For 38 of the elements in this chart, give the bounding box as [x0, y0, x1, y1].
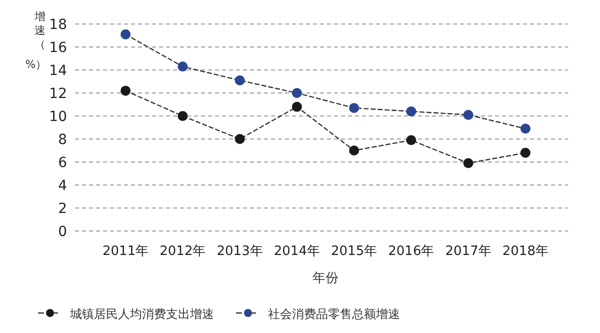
point — [292, 102, 302, 112]
x-tick-label: 2013年 — [216, 244, 263, 259]
point — [520, 124, 530, 134]
y-tick-label: 16 — [49, 40, 68, 56]
y-tick-label: 12 — [49, 86, 67, 102]
x-tick-label: 2015年 — [331, 244, 378, 259]
legend-label: 社会消费品零售总额增速 — [268, 307, 400, 321]
x-tick-label: 2017年 — [445, 244, 492, 259]
point — [406, 135, 416, 146]
y-tick-label: 18 — [49, 17, 67, 33]
legend-label: 城镇居民人均消费支出增速 — [69, 307, 214, 321]
y-tick-label: 10 — [49, 109, 67, 125]
y-tick-label: 2 — [58, 201, 67, 217]
point — [178, 111, 188, 121]
point — [349, 146, 360, 156]
y-tick-label: 14 — [49, 63, 68, 79]
point — [178, 62, 188, 72]
point — [234, 75, 245, 86]
y-tick-label: 6 — [58, 155, 68, 171]
point — [406, 106, 416, 116]
x-tick-label: 2012年 — [160, 244, 206, 259]
point — [520, 148, 530, 158]
point — [292, 88, 302, 98]
point — [234, 134, 245, 144]
y-axis-title: 增速（%） — [25, 10, 47, 71]
x-tick-label: 2016年 — [388, 244, 434, 259]
x-tick-label: 2018年 — [502, 244, 548, 259]
point — [349, 102, 360, 113]
point — [463, 110, 474, 120]
y-tick-label: 0 — [58, 224, 67, 240]
point — [120, 29, 131, 40]
x-tick-label: 2011年 — [102, 244, 149, 259]
y-tick-label: 4 — [58, 178, 68, 194]
x-axis-title: 年份 — [312, 271, 338, 286]
x-tick-label: 2014年 — [274, 244, 320, 259]
point — [463, 158, 474, 168]
y-tick-label: 8 — [58, 132, 67, 148]
point — [120, 86, 131, 96]
